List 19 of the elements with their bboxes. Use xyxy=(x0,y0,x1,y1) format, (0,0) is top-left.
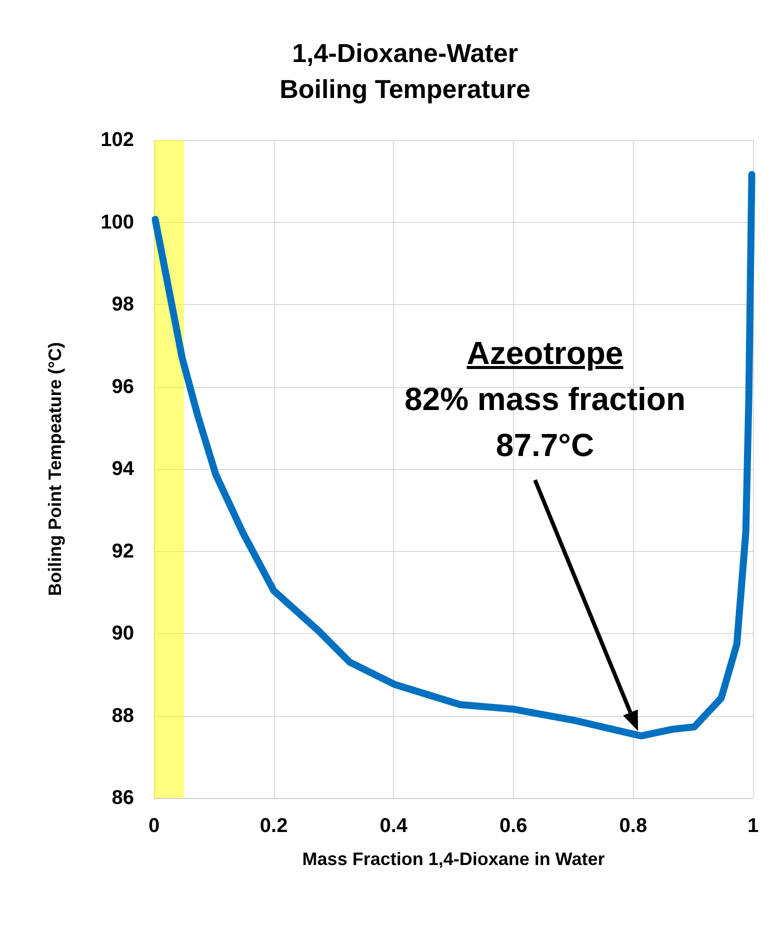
y-axis-title: Boiling Point Tempeature (°C) xyxy=(45,342,65,596)
x-axis-title: Mass Fraction 1,4-Dioxane in Water xyxy=(302,849,605,869)
x-tick-label: 0.2 xyxy=(260,815,288,837)
y-tick-label: 86 xyxy=(112,787,134,809)
y-tick-label: 94 xyxy=(112,458,135,480)
x-tick-label: 0.6 xyxy=(499,815,528,837)
x-tick-label: 0 xyxy=(148,815,160,837)
y-tick-label: 102 xyxy=(100,129,134,151)
x-tick-label: 0.8 xyxy=(619,815,648,837)
y-tick-label: 88 xyxy=(112,704,134,727)
y-tick-label: 90 xyxy=(112,622,134,644)
x-tick-label: 1 xyxy=(747,815,759,837)
y-tick-label: 98 xyxy=(112,294,134,316)
y-tick-label: 100 xyxy=(100,211,134,234)
y-tick-label: 96 xyxy=(112,376,134,398)
x-tick-label: 0.4 xyxy=(380,815,408,837)
annotation: Azeotrope 82% mass fraction 87.7°C xyxy=(404,334,686,465)
chart-title: 1,4-Dioxane-Water Boiling Temperature xyxy=(280,38,530,104)
y-tick-label: 92 xyxy=(112,540,134,562)
